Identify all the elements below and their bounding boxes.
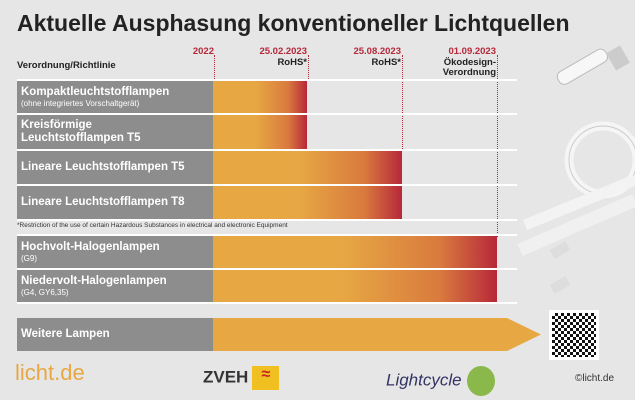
row-weitere: Weitere Lampen xyxy=(17,318,547,351)
licht-de-logo: licht.de xyxy=(15,360,85,385)
milestone-line xyxy=(402,55,403,151)
footnote: *Restriction of the use of certain Hazar… xyxy=(17,222,288,229)
row-name: Lineare Leuchtstofflampen T5 xyxy=(21,161,185,173)
page-title: Aktuelle Ausphasung konventioneller Lich… xyxy=(17,10,570,36)
phaseout-bar xyxy=(213,115,307,149)
milestone-date: 25.02.2023 xyxy=(259,46,307,57)
phaseout-bar xyxy=(213,270,497,302)
zveh-logo: ZVEH ≈ xyxy=(203,366,280,390)
phaseout-bar xyxy=(213,81,307,113)
milestone-label: Ökodesign- Verordnung xyxy=(442,57,496,78)
row-name: Kompaktleuchtstofflampen xyxy=(21,86,170,98)
milestone-label: RoHS* xyxy=(277,57,307,68)
row-name: Weitere Lampen xyxy=(21,328,110,340)
row-note: (G4, GY6,35) xyxy=(21,288,69,297)
lightcycle-logo: Lightcycle xyxy=(386,366,495,396)
row-name: Lineare Leuchtstofflampen T8 xyxy=(21,196,185,208)
milestone-line xyxy=(214,55,215,81)
milestone-line xyxy=(308,55,309,81)
qr-code[interactable] xyxy=(549,310,599,360)
row-name: Hochvolt-Halogenlampen xyxy=(21,241,160,253)
phaseout-bar xyxy=(213,151,402,184)
ongoing-arrow xyxy=(213,318,541,351)
copyright: ©licht.de xyxy=(575,373,615,384)
milestone-line xyxy=(497,55,498,237)
column-header: Verordnung/Richtlinie xyxy=(17,60,116,71)
row-note: (G9) xyxy=(21,254,37,263)
lamp-images xyxy=(517,45,635,294)
row-note: (ohne integriertes Vorschaltgerät) xyxy=(21,99,140,108)
row-name: Kreisförmige Leuchtstofflampen T5 xyxy=(21,119,141,144)
milestone-date: 2022 xyxy=(192,46,214,57)
phaseout-bar xyxy=(213,236,497,268)
milestone-date: 01.09.2023 xyxy=(448,46,496,57)
row-name: Niedervolt-Halogenlampen xyxy=(21,275,167,287)
milestone-label: RoHS* xyxy=(371,57,401,68)
phaseout-bar xyxy=(213,186,402,219)
milestone-date: 25.08.2023 xyxy=(353,46,401,57)
